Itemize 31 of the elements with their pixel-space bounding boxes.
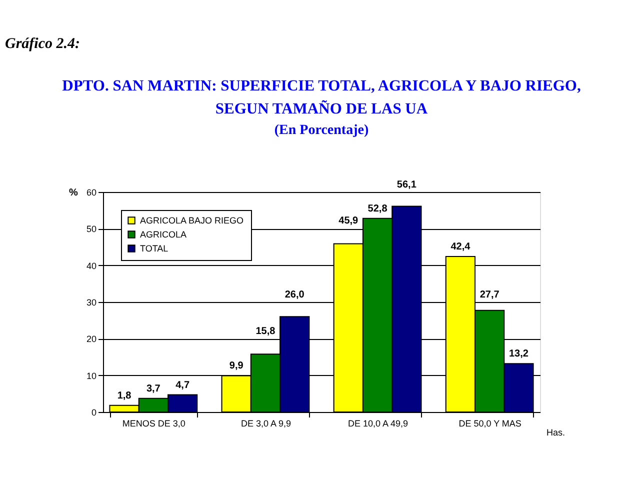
y-tick-label: 50 (86, 224, 96, 234)
legend-label: AGRICOLA BAJO RIEGO (140, 216, 244, 226)
data-label: 52,8 (368, 203, 388, 214)
data-label: 26,0 (284, 290, 305, 301)
legend-label: AGRICOLA (140, 230, 187, 240)
data-label: 9,9 (229, 360, 244, 372)
y-tick-label: 60 (86, 188, 96, 198)
data-label: 45,9 (338, 216, 359, 227)
x-tick-label: DE 10,0 A 49,9 (348, 418, 408, 428)
x-axis-title: Has. (546, 428, 566, 438)
y-tick-label: 20 (86, 334, 96, 344)
data-label: 3,7 (146, 383, 161, 394)
y-tick-label: 40 (86, 260, 96, 271)
x-tick-label: DE 3,0 A 9,9 (240, 418, 291, 428)
data-label: 15,8 (256, 326, 276, 338)
data-label: 13,2 (508, 348, 529, 360)
y-tick-label: 30 (86, 298, 96, 308)
data-label: 27,7 (480, 289, 500, 300)
data-label: 56,1 (396, 179, 417, 190)
data-label: 42,4 (450, 242, 471, 253)
text: Gráfico 2.4: (5, 36, 80, 52)
y-tick-label: 0 (91, 408, 96, 418)
data-label: 1,8 (117, 390, 132, 402)
data-label: 4,7 (176, 380, 190, 391)
legend-label: TOTAL (140, 244, 168, 254)
chart-subtitle: (En Porcentaje) (274, 123, 369, 138)
x-tick-label: DE 50,0 Y MAS (458, 418, 522, 428)
x-tick-label: MENOS DE 3,0 (122, 418, 186, 428)
chart-title: DPTO. SAN MARTIN: SUPERFICIE TOTAL, AGRICOLA Y BAJO RIEGO, SEGUN TAMAÑO DE LAS UA (62, 78, 581, 118)
y-axis-title: % (69, 188, 78, 198)
y-tick-label: 10 (86, 370, 96, 381)
